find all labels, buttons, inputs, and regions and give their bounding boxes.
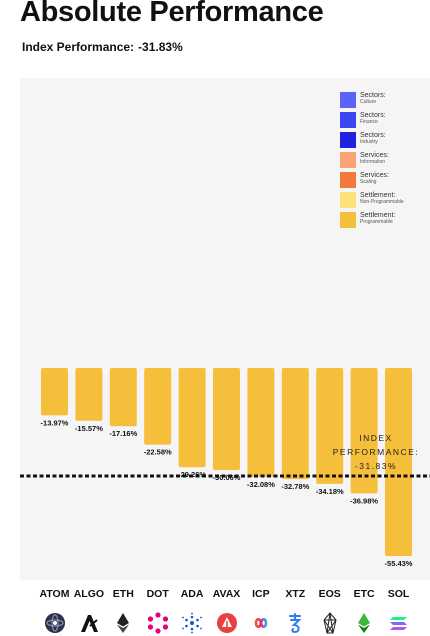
category-label-algo: ALGO [73, 588, 105, 600]
category-label-xtz: XTZ [285, 588, 306, 600]
bar-value-label: -36.98% [350, 496, 378, 505]
legend-sublabel: Programmable [360, 219, 393, 225]
legend-label: Settlement: [360, 192, 396, 199]
bar-ada [178, 368, 206, 468]
index-performance-subtitle: Index Performance: -31.83% [22, 40, 183, 54]
category-label-eos: EOS [318, 588, 341, 600]
bar-xtz [281, 368, 309, 480]
bar-value-label: -32.78% [281, 482, 309, 491]
bar-eth [109, 368, 137, 427]
cosmos-icon [44, 613, 65, 633]
eos-icon [323, 612, 337, 634]
ethereum-classic-icon [358, 613, 371, 633]
category-label-sol: SOL [387, 588, 410, 600]
bar-value-label: -29.26% [178, 470, 206, 479]
legend-swatch [340, 152, 356, 168]
legend-item: Services: Information [340, 152, 404, 168]
legend-sublabel: Culture [360, 99, 377, 105]
bar-etc [350, 368, 378, 494]
legend-swatch [340, 212, 356, 228]
internet-computer-icon [254, 617, 268, 629]
bar-value-label: -55.43% [385, 559, 413, 568]
bar-avax [213, 368, 240, 470]
subtitle-value: -31.83% [138, 40, 183, 54]
legend-sublabel: Finance [360, 119, 378, 125]
bar-value-label: -34.18% [316, 487, 344, 496]
category-label-atom: ATOM [39, 588, 70, 600]
solana-icon [389, 617, 407, 630]
chart-panel [20, 78, 430, 580]
subtitle-label: Index Performance: [22, 40, 135, 54]
category-labels: ATOM ALGO ETH DOT ADA AVAX ICP XTZ EOS ETC SOL [0, 588, 430, 604]
coin-icons [0, 612, 430, 636]
legend-label: Sectors: [360, 132, 386, 139]
legend-item: Sectors: Culture [340, 92, 404, 108]
category-label-eth: ETH [112, 588, 134, 600]
cardano-icon [182, 612, 202, 634]
legend-swatch [340, 172, 356, 188]
legend-label: Settlement: [360, 212, 396, 219]
algorand-icon [80, 615, 98, 632]
legend: Sectors: Culture Sectors: Finance Sectors: In… [340, 92, 404, 232]
legend-sublabel: Industry [360, 139, 378, 145]
legend-label: Services: [360, 152, 389, 159]
category-label-icp: ICP [252, 588, 270, 600]
legend-label: Sectors: [360, 92, 386, 99]
bar-value-label: -13.97% [41, 418, 69, 427]
legend-item: Settlement: Non-Programmable [340, 192, 404, 208]
bar-icp [247, 368, 275, 477]
bar-atom [41, 368, 68, 416]
legend-label: Services: [360, 172, 389, 179]
index-annotation-line-2: PERFORMANCE: [333, 447, 419, 457]
bar-value-label: -32.08% [247, 480, 275, 489]
ethereum-icon [117, 613, 130, 633]
page-title: Absolute Performance [20, 0, 324, 28]
tezos-icon [289, 613, 302, 634]
category-label-avax: AVAX [212, 588, 241, 600]
legend-item: Sectors: Finance [340, 112, 404, 128]
bar-value-label: -15.57% [75, 424, 103, 433]
bar-value-label: -30.06% [213, 473, 241, 482]
legend-swatch [340, 92, 356, 108]
bar-value-label: -22.58% [144, 448, 172, 457]
legend-item: Services: Scaling [340, 172, 404, 188]
bar-algo [75, 368, 103, 421]
polkadot-icon [147, 612, 168, 634]
legend-label: Sectors: [360, 112, 386, 119]
bar-eos [316, 368, 344, 484]
avalanche-icon [216, 613, 237, 633]
category-label-ada: ADA [180, 588, 204, 600]
legend-sublabel: Information [360, 159, 386, 165]
legend-sublabel: Non-Programmable [360, 199, 404, 205]
bar-value-label: -17.16% [109, 429, 137, 438]
legend-item: Settlement: Programmable [340, 212, 404, 228]
legend-item: Sectors: Industry [340, 132, 404, 148]
legend-swatch [340, 112, 356, 128]
category-label-etc: ETC [353, 588, 375, 600]
index-annotation-line-1: INDEX [359, 433, 392, 443]
legend-sublabel: Scaling [360, 179, 377, 185]
legend-swatch [340, 132, 356, 148]
bar-sol [385, 368, 412, 556]
legend-swatch [340, 192, 356, 208]
category-label-dot: DOT [146, 588, 169, 600]
bar-dot [144, 368, 172, 445]
index-annotation-line-3: -31.83% [355, 461, 397, 471]
